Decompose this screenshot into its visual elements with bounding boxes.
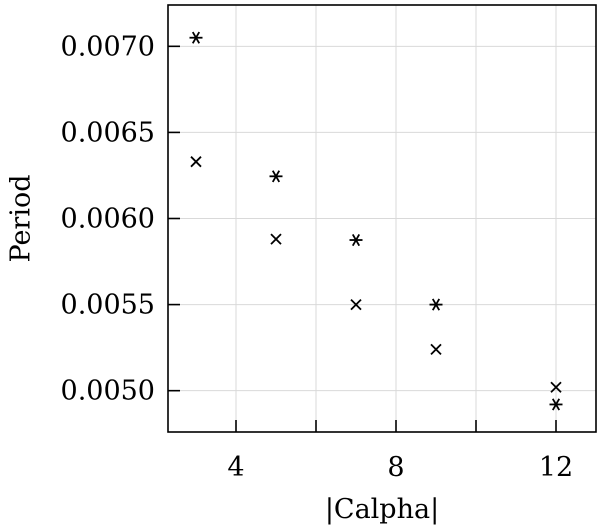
x-axis-label: |Calpha|: [325, 494, 439, 525]
cross-marker: [350, 298, 362, 311]
data-markers: [189, 31, 563, 411]
cross-marker: [550, 381, 562, 393]
asterisk-marker: [549, 398, 563, 411]
asterisk-marker: [429, 298, 443, 311]
y-axis-label: Period: [6, 174, 37, 262]
asterisk-marker: [189, 31, 203, 44]
y-tick-label: 0.0065: [61, 117, 155, 148]
cross-marker: [430, 343, 442, 355]
y-tick-label: 0.0060: [61, 204, 155, 235]
grid-lines: [168, 5, 596, 432]
plot-frame: [167, 4, 597, 433]
asterisk-marker: [269, 170, 283, 183]
x-tick-label: 12: [539, 452, 573, 483]
y-tick-label: 0.0055: [61, 290, 155, 321]
axis-ticks: [168, 45, 557, 432]
cross-marker: [190, 156, 202, 168]
y-tick-label: 0.0070: [61, 31, 155, 62]
y-tick-label: 0.0050: [61, 376, 155, 407]
tick-labels: 4 8 12 0.0050 0.0055 0.0060 0.0065 0.0070: [61, 31, 574, 483]
x-tick-label: 8: [387, 452, 404, 483]
asterisk-marker: [349, 233, 363, 247]
x-tick-label: 4: [227, 452, 244, 483]
cross-marker: [270, 233, 282, 245]
